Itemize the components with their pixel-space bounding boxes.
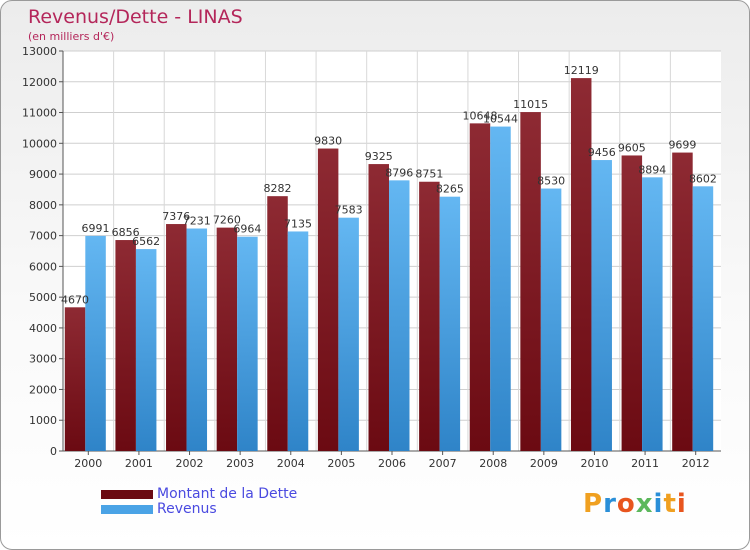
bar-dette — [672, 152, 693, 452]
bar-dette — [570, 78, 592, 451]
x-tick-label: 2007 — [429, 457, 457, 470]
x-tick-label: 2006 — [378, 457, 406, 470]
y-tick-label: 0 — [50, 445, 57, 458]
y-tick-label: 3000 — [29, 353, 57, 366]
data-label-dette: 4670 — [61, 293, 89, 306]
bar-dette — [419, 181, 440, 451]
bar-revenus — [692, 186, 714, 452]
data-label-dette: 7376 — [162, 210, 190, 223]
data-label-dette: 10648 — [462, 109, 497, 122]
legend-swatch-dette — [101, 490, 153, 499]
y-tick-label: 7000 — [29, 230, 57, 243]
data-label-revenus: 8796 — [385, 166, 413, 179]
x-tick-label: 2002 — [176, 457, 204, 470]
data-label-revenus: 7583 — [335, 204, 363, 217]
x-tick-label: 2012 — [682, 457, 710, 470]
x-tick-label: 2011 — [631, 457, 659, 470]
y-tick-label: 11000 — [22, 107, 57, 120]
data-label-revenus: 8530 — [537, 175, 565, 188]
x-tick-label: 2008 — [479, 457, 507, 470]
legend-swatch-revenus — [101, 505, 153, 514]
data-label-dette: 8751 — [415, 168, 443, 181]
bar-revenus — [642, 177, 663, 452]
bar-revenus — [540, 188, 562, 452]
y-tick-label: 1000 — [29, 414, 57, 427]
data-label-revenus: 8265 — [436, 183, 464, 196]
x-tick-label: 2003 — [226, 457, 254, 470]
data-label-revenus: 8894 — [638, 163, 666, 176]
logo-letter: i — [653, 489, 664, 519]
x-tick-label: 2000 — [74, 457, 102, 470]
data-label-revenus: 9456 — [588, 146, 616, 159]
data-label-dette: 12119 — [564, 64, 599, 77]
bar-revenus — [85, 235, 106, 451]
bar-dette — [520, 112, 541, 452]
bar-dette — [621, 155, 643, 451]
chart-title: Revenus/Dette - LINAS — [28, 6, 243, 28]
data-label-revenus: 6964 — [233, 223, 261, 236]
logo-letter: o — [616, 489, 636, 519]
data-label-revenus: 8602 — [689, 172, 717, 185]
data-label-revenus: 6991 — [82, 222, 110, 235]
bar-revenus — [237, 236, 258, 451]
legend-label-dette: Montant de la Dette — [157, 486, 298, 502]
bar-revenus — [287, 231, 309, 451]
bar-dette — [115, 240, 136, 451]
chart-subtitle: (en milliers d'€) — [28, 30, 115, 43]
proxiti-logo: Proxiti — [583, 489, 687, 519]
bar-revenus — [338, 217, 359, 451]
bar-revenus — [186, 228, 208, 451]
data-label-revenus: 7231 — [183, 215, 211, 228]
y-tick-label: 6000 — [29, 260, 57, 273]
bar-dette — [317, 148, 339, 452]
bar-dette — [166, 224, 187, 451]
y-tick-label: 4000 — [29, 322, 57, 335]
logo-letter: x — [635, 489, 654, 519]
data-label-dette: 11015 — [513, 98, 548, 111]
data-label-revenus: 7135 — [284, 217, 312, 230]
x-tick-label: 2004 — [277, 457, 305, 470]
y-tick-label: 10000 — [22, 137, 57, 150]
x-tick-label: 2010 — [580, 457, 608, 470]
logo-letter: t — [663, 489, 677, 519]
logo-letter: r — [603, 489, 617, 519]
bar-dette — [64, 307, 86, 451]
y-tick-label: 9000 — [29, 168, 57, 181]
bar-revenus — [591, 160, 612, 452]
y-tick-label: 13000 — [22, 45, 57, 58]
y-tick-label: 12000 — [22, 76, 57, 89]
legend-label-revenus: Revenus — [157, 501, 217, 517]
bar-dette — [267, 196, 288, 451]
bar-dette — [368, 164, 389, 452]
data-label-dette: 9605 — [618, 141, 646, 154]
data-label-dette: 9830 — [314, 135, 342, 148]
logo-letter: i — [676, 489, 687, 519]
bar-revenus — [389, 180, 410, 451]
y-tick-label: 5000 — [29, 291, 57, 304]
y-tick-label: 2000 — [29, 383, 57, 396]
y-tick-label: 8000 — [29, 199, 57, 212]
bar-revenus — [490, 126, 511, 452]
bar-dette — [216, 227, 238, 451]
data-label-dette: 9699 — [668, 139, 696, 152]
data-label-dette: 9325 — [365, 150, 393, 163]
bar-dette — [469, 123, 491, 451]
data-label-revenus: 10544 — [483, 113, 518, 126]
x-tick-label: 2001 — [125, 457, 153, 470]
bar-revenus — [135, 249, 157, 451]
bar-revenus — [439, 196, 461, 451]
data-label-dette: 8282 — [264, 182, 292, 195]
x-tick-label: 2005 — [327, 457, 355, 470]
data-label-revenus: 6562 — [132, 235, 160, 248]
data-label-dette: 7260 — [213, 214, 241, 227]
logo-letter: P — [583, 489, 604, 519]
x-tick-label: 2009 — [530, 457, 558, 470]
data-label-dette: 6856 — [112, 226, 140, 239]
